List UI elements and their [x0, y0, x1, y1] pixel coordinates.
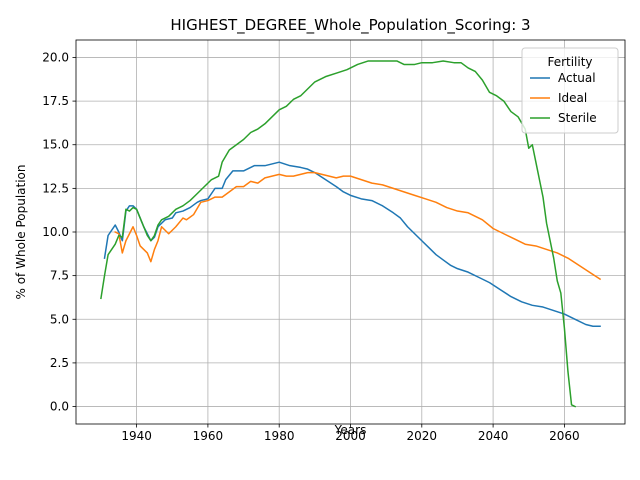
legend-label-ideal: Ideal: [558, 91, 587, 105]
x-tick-label: 2000: [335, 429, 366, 443]
y-tick-label: 7.5: [50, 269, 69, 283]
x-tick-label: 2020: [407, 429, 438, 443]
x-axis-label: Years: [334, 423, 367, 437]
x-tick-label: 1960: [193, 429, 224, 443]
x-tick-label: 2040: [478, 429, 509, 443]
legend-title: Fertility: [547, 55, 592, 69]
series-line-ideal: [114, 171, 602, 281]
y-axis-label: % of Whole Population: [14, 165, 28, 300]
y-tick-label: 12.5: [42, 181, 69, 195]
y-tick-label: 2.5: [50, 356, 69, 370]
series-line-sterile: [100, 60, 577, 408]
y-tick-label: 10.0: [42, 225, 69, 239]
y-tick-label: 17.5: [42, 94, 69, 108]
y-tick-label: 0.0: [50, 400, 69, 414]
grid: [76, 40, 625, 424]
series-layer: [100, 60, 602, 408]
chart-title: HIGHEST_DEGREE_Whole_Population_Scoring:…: [170, 16, 530, 35]
legend-label-sterile: Sterile: [558, 111, 597, 125]
x-tick-label: 2060: [549, 429, 580, 443]
y-tick-label: 20.0: [42, 50, 69, 64]
y-tick-label: 5.0: [50, 312, 69, 326]
legend-label-actual: Actual: [558, 71, 596, 85]
y-tick-label: 15.0: [42, 138, 69, 152]
axis-ticks: 1940 1960 1980 2000 2020 2040 2060 0.0 2.5 5.0 7.5…: [42, 50, 579, 443]
legend: Fertility Actual Ideal Sterile: [521, 47, 619, 134]
x-tick-label: 1980: [264, 429, 295, 443]
x-tick-label: 1940: [121, 429, 152, 443]
legend-box: [521, 47, 619, 134]
